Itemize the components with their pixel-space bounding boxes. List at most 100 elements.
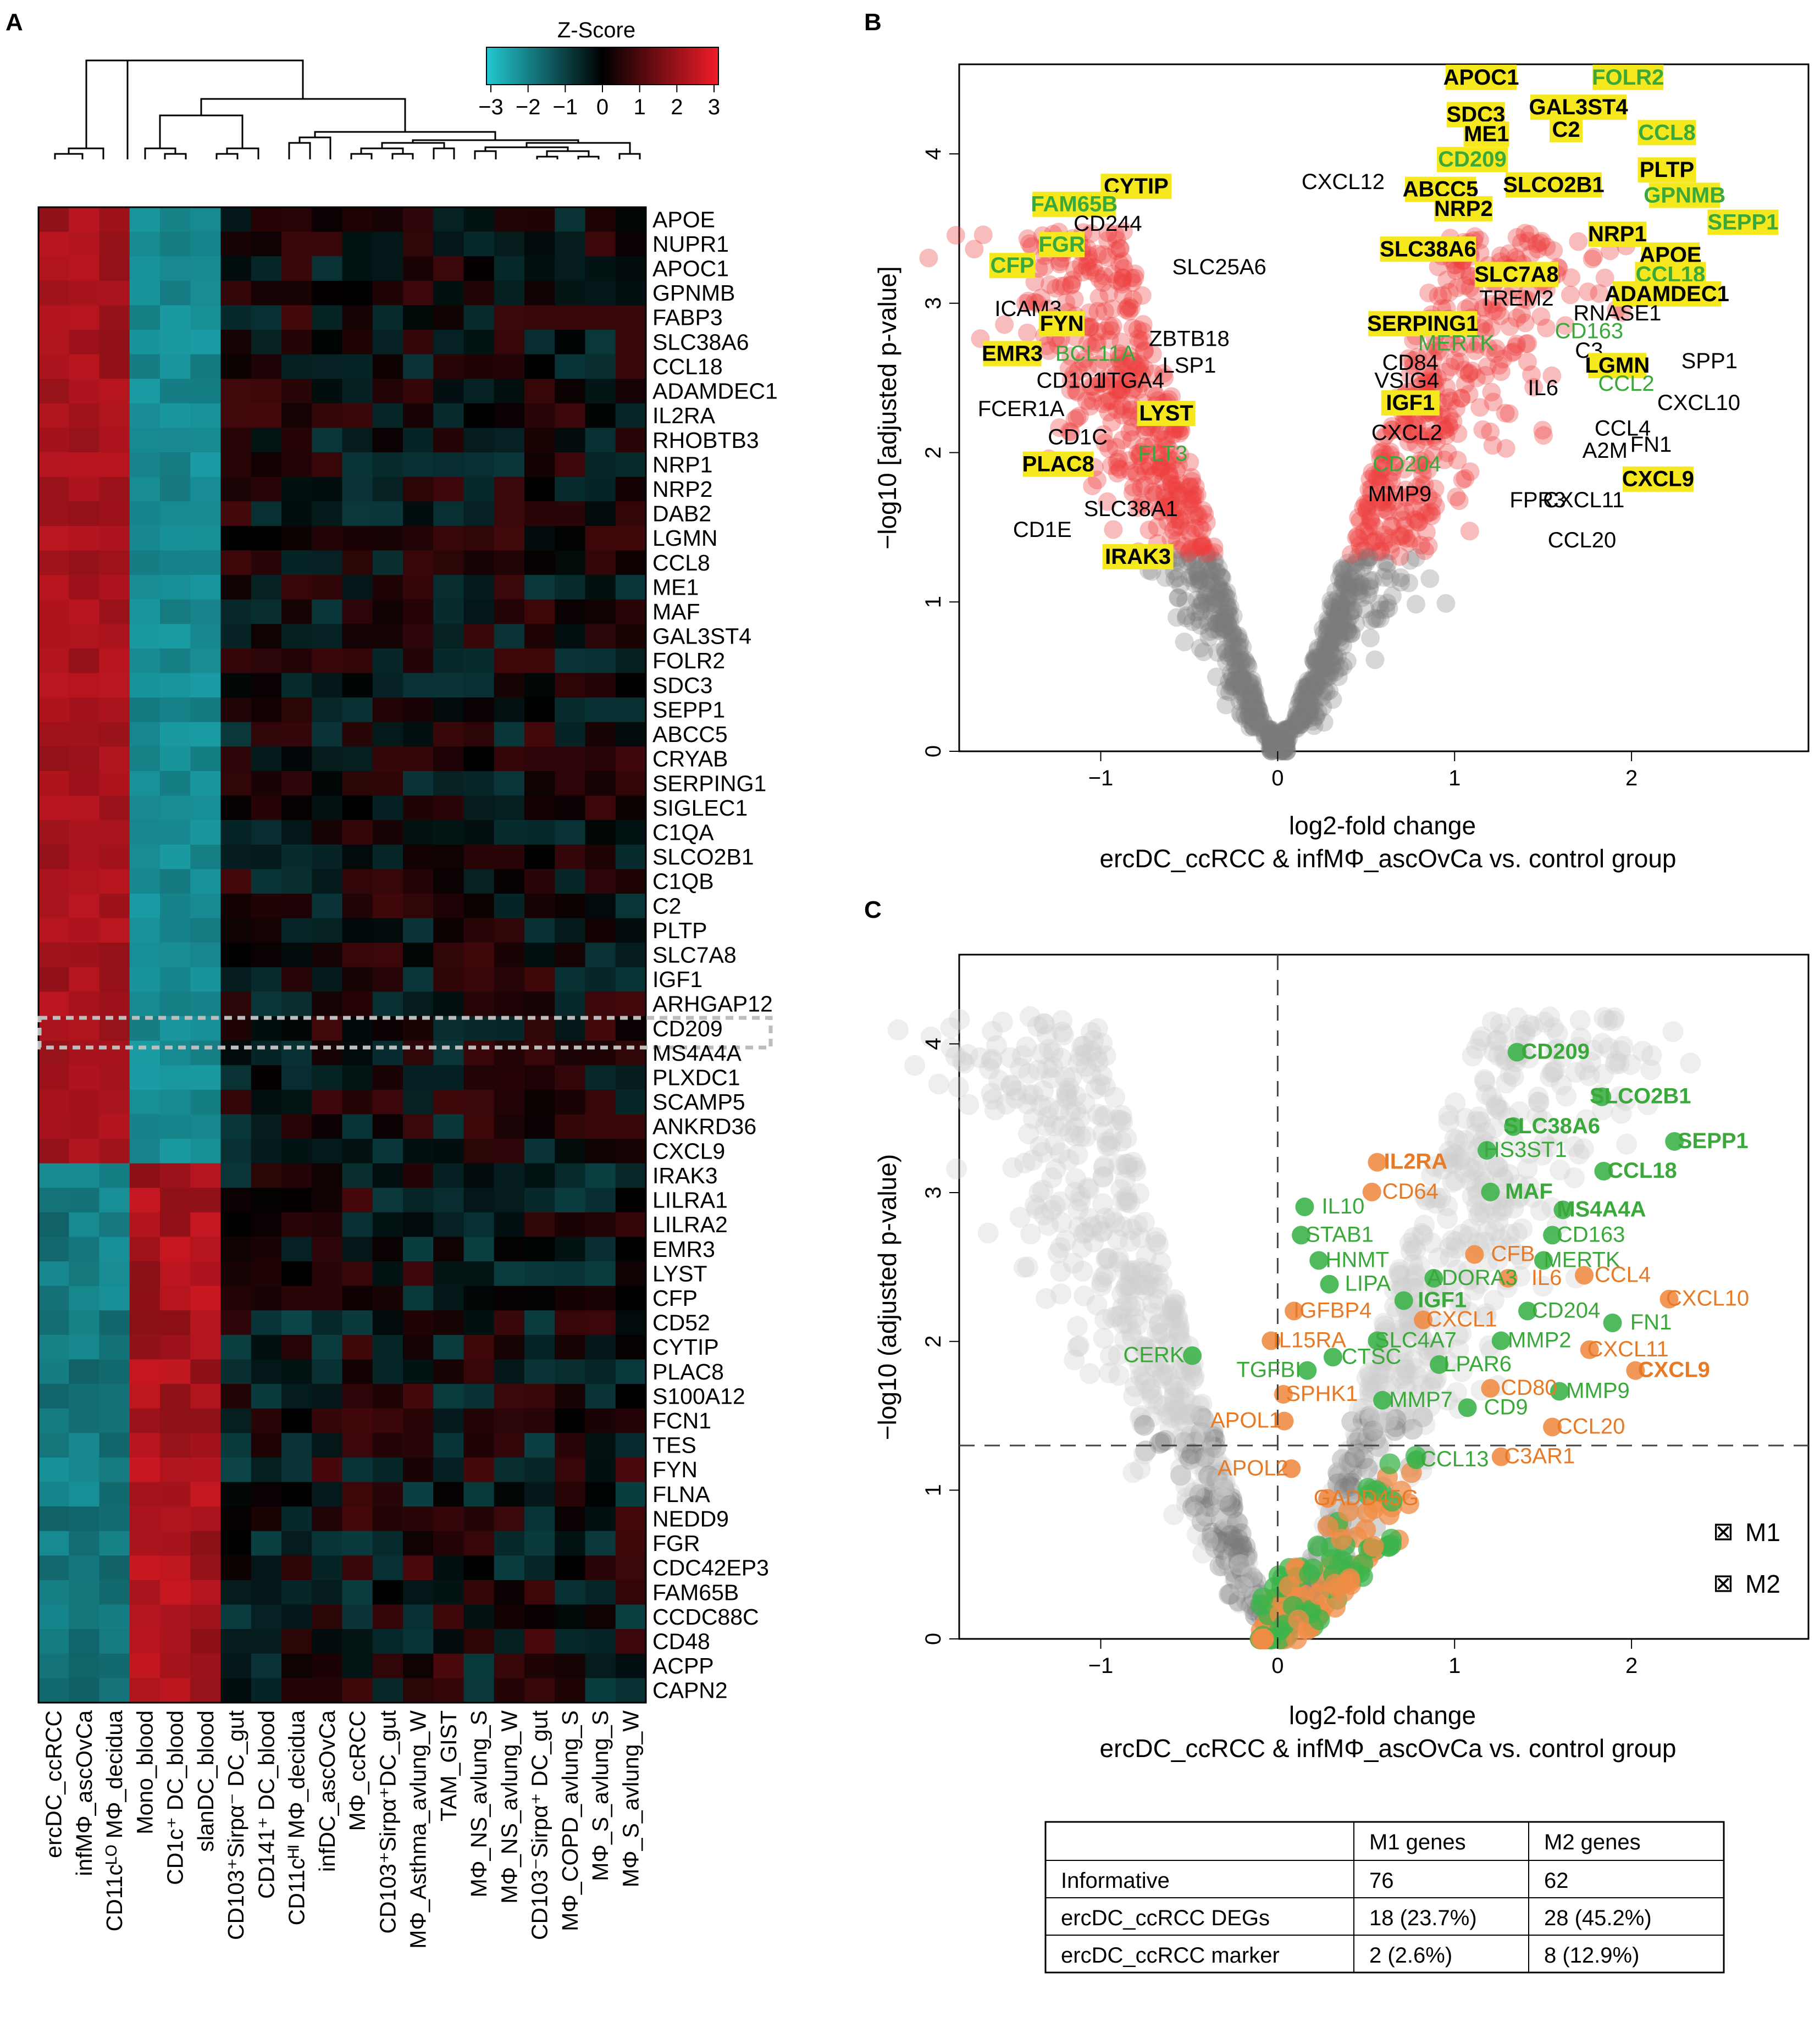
panel-b-point [1147,484,1166,503]
heatmap-cell [251,256,282,281]
heatmap-cell [342,476,373,502]
panel-label-b: B [864,9,882,36]
heatmap-cell [585,1286,616,1311]
heatmap-cell [160,844,191,869]
panel-b-point [1041,275,1059,294]
heatmap-cell [403,1334,434,1360]
heatmap-cell [129,207,161,232]
row-label-cd209: CD209 [652,1016,723,1041]
heatmap-cell [555,1212,586,1238]
panel-c-point [1442,1172,1463,1193]
panel-b-point [1235,705,1254,724]
heatmap-cell [342,673,373,698]
heatmap-cell [342,1114,373,1139]
heatmap-cell [129,1065,161,1090]
gene-label-slc7a8: SLC7A8 [1474,262,1558,286]
column-dendrogram [54,59,641,159]
heatmap-cell [524,1310,555,1336]
panel-b-point [1424,350,1443,369]
heatmap-cell [463,1604,495,1630]
heatmap-cell [129,943,161,968]
heatmap-cell [494,1114,525,1139]
panel-b-point [1152,458,1171,478]
heatmap-cell [463,771,495,796]
panel-b-point [1232,681,1251,701]
heatmap-cell [38,1040,69,1066]
panel-c-point [1096,1131,1118,1153]
gene-label-mmp2: MMP2 [1508,1328,1572,1353]
panel-b-point [1230,652,1249,671]
heatmap-cell [190,1653,222,1678]
panel-b-point [1238,657,1258,676]
panel-b-point [1320,651,1339,669]
heatmap-cell [129,1555,161,1581]
panel-b-point [1061,423,1081,442]
panel-b-point [1098,392,1116,411]
heatmap-cell [615,648,646,674]
panel-b-point [1056,293,1076,312]
heatmap-cell [494,501,525,527]
heatmap-cell [463,354,495,379]
heatmap-cell [69,967,100,993]
row-label-plac8: PLAC8 [652,1359,724,1384]
heatmap-cell [251,599,282,624]
heatmap-cell [160,1531,191,1556]
panel-b-point [1088,333,1107,352]
gene-label-sepp1: SEPP1 [1678,1129,1749,1153]
panel-b-point [1210,595,1230,614]
row-label-ms4a4a: MS4A4A [652,1040,742,1066]
panel-b-point [1355,522,1374,541]
heatmap-cell [220,403,252,429]
panel-b-point [1365,532,1384,551]
panel-b-point [1419,284,1439,302]
heatmap-cell [38,231,69,257]
heatmap-cell [342,280,373,306]
heatmap-cell [38,207,69,232]
heatmap-cell [555,991,586,1017]
heatmap-cell [129,575,161,600]
heatmap-cell [129,1359,161,1384]
panel-b-point [1377,501,1396,519]
gene-label-il6: IL6 [1528,376,1558,400]
gene-label-cd1c: CD1C [1048,425,1108,450]
gene-label-gadd45g: GADD45G [1314,1486,1419,1510]
heatmap-cell [342,379,373,404]
heatmap-cell [129,844,161,869]
heatmap-cell [433,1163,464,1188]
gene-label-il2ra: IL2RA [1384,1150,1448,1174]
heatmap-cell [403,1678,434,1703]
panel-b-point [1301,695,1320,714]
heatmap-cell [312,501,343,527]
panel-b-point [1159,448,1178,468]
heatmap-cell [281,1261,312,1287]
heatmap-cell [524,207,555,232]
heatmap-cell [433,648,464,674]
heatmap-cell [494,1261,525,1287]
panel-b-point [1335,623,1354,642]
panel-b-point [1264,733,1283,752]
heatmap-cell [433,673,464,698]
panel-b-point [1276,733,1296,752]
heatmap-cell [129,1506,161,1532]
heatmap-cell [463,1286,495,1311]
heatmap-cell [220,673,252,698]
heatmap-cell [220,991,252,1017]
heatmap-cell [99,1212,130,1238]
panel-b-point [1108,452,1127,472]
heatmap-cell [555,280,586,306]
panel-b-point [1272,740,1291,759]
heatmap-cell [372,648,403,674]
heatmap-cell [342,207,373,232]
heatmap-cell [494,943,525,968]
panel-b-point [1318,625,1337,644]
heatmap-cell [555,648,586,674]
panel-c-point [1075,1044,1096,1065]
gene-label-ms4a4a: MS4A4A [1557,1197,1646,1221]
heatmap-cell [160,428,191,453]
panel-b-point [1453,470,1472,489]
heatmap-cell [38,943,69,968]
heatmap-frame [37,206,647,1704]
heatmap-cell [160,746,191,772]
panel-b-point [1265,741,1284,760]
panel-b-point [1371,541,1390,560]
